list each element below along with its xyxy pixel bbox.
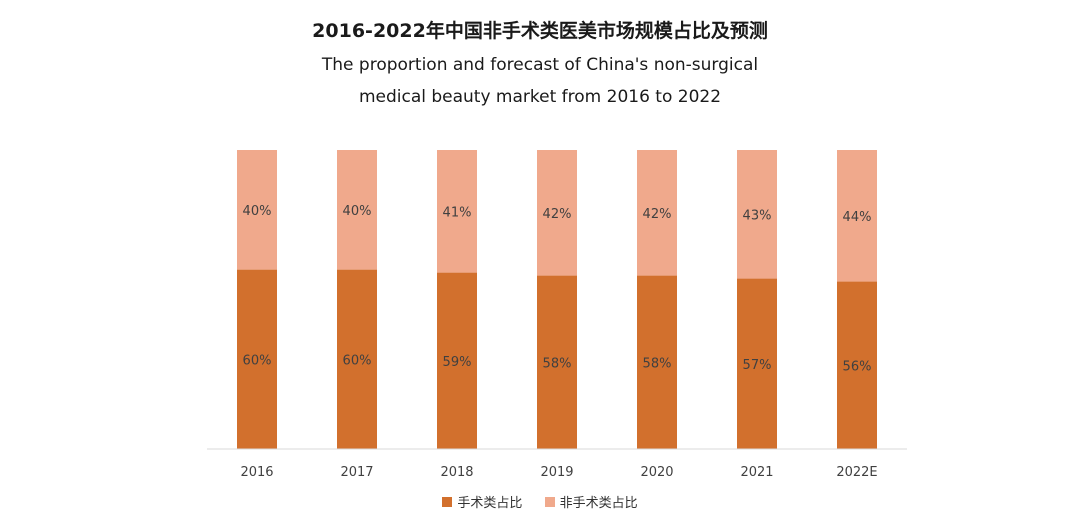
- bar-surgical-2018: [437, 272, 477, 449]
- x-tick-label-2021: 2021: [740, 465, 773, 480]
- bar-surgical-2022E: [837, 281, 877, 449]
- data-label-non-surgical-2018: 41%: [443, 205, 472, 220]
- data-label-surgical-2019: 58%: [543, 356, 572, 371]
- data-label-surgical-2018: 59%: [443, 355, 472, 370]
- legend-item-surgical: 手术类占比: [442, 492, 522, 511]
- x-tick-label-2020: 2020: [640, 465, 673, 480]
- legend-item-non-surgical: 非手术类占比: [544, 492, 638, 511]
- legend-label-non-surgical: 非手术类占比: [559, 496, 638, 511]
- x-tick-label-2018: 2018: [440, 465, 473, 480]
- bar-surgical-2019: [537, 275, 577, 449]
- data-label-non-surgical-2016: 40%: [243, 204, 272, 219]
- bar-non-surgical-2019: [537, 150, 577, 276]
- chart-subtitle-line-1: The proportion and forecast of China's n…: [321, 55, 759, 75]
- legend-swatch-non-surgical: [544, 496, 555, 507]
- data-label-surgical-2021: 57%: [743, 358, 772, 373]
- legend: 手术类占比 非手术类占比: [0, 492, 1080, 511]
- bar-non-surgical-2018: [437, 150, 477, 273]
- x-tick-label-2016: 2016: [240, 465, 273, 480]
- bar-non-surgical-2021: [737, 150, 777, 279]
- data-label-non-surgical-2020: 42%: [643, 207, 672, 222]
- bar-non-surgical-2016: [237, 150, 277, 270]
- data-label-non-surgical-2017: 40%: [343, 204, 372, 219]
- x-tick-label-2019: 2019: [540, 465, 573, 480]
- bar-surgical-2021: [737, 278, 777, 449]
- data-label-non-surgical-2022E: 44%: [843, 210, 872, 225]
- data-label-surgical-2017: 60%: [343, 353, 372, 368]
- chart-title: 2016-2022年中国非手术类医美市场规模占比及预测: [312, 20, 768, 42]
- bar-surgical-2017: [337, 269, 377, 449]
- legend-label-surgical: 手术类占比: [457, 496, 523, 511]
- bar-non-surgical-2022E: [837, 150, 877, 282]
- data-label-surgical-2020: 58%: [643, 356, 672, 371]
- data-label-non-surgical-2021: 43%: [743, 208, 772, 223]
- bar-surgical-2020: [637, 275, 677, 449]
- bar-surgical-2016: [237, 269, 277, 449]
- data-label-surgical-2016: 60%: [243, 353, 272, 368]
- bar-non-surgical-2020: [637, 150, 677, 276]
- x-tick-label-2017: 2017: [340, 465, 373, 480]
- x-tick-label-2022E: 2022E: [836, 465, 877, 480]
- chart-subtitle-line-2: medical beauty market from 2016 to 2022: [358, 87, 722, 107]
- data-label-surgical-2022E: 56%: [843, 359, 872, 374]
- legend-swatch-surgical: [442, 496, 453, 507]
- data-label-non-surgical-2019: 42%: [543, 207, 572, 222]
- bar-non-surgical-2017: [337, 150, 377, 270]
